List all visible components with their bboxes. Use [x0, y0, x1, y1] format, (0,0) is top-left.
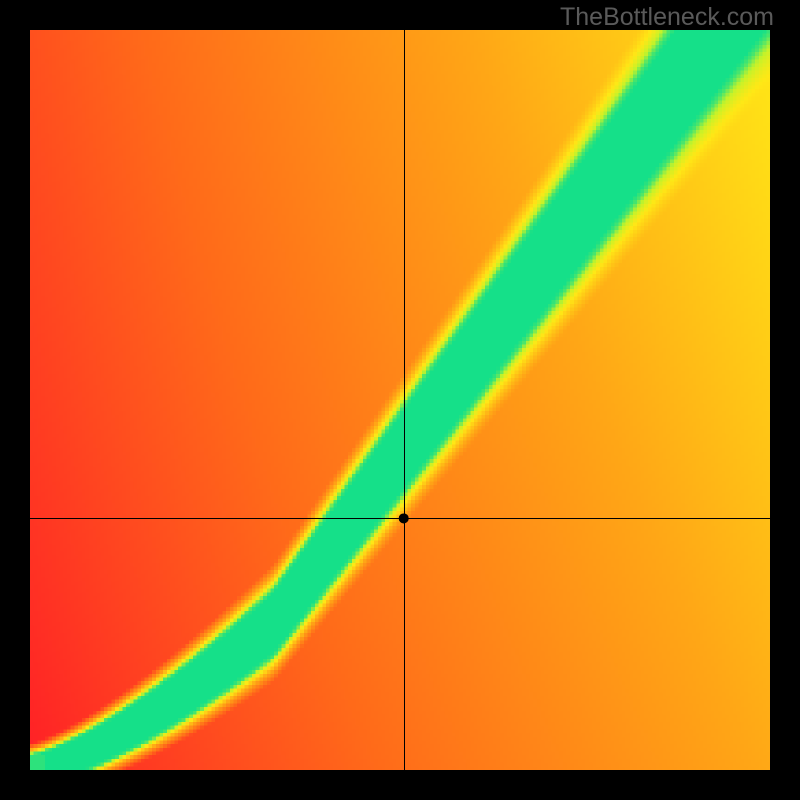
plot-area: [30, 30, 770, 770]
crosshair-overlay: [30, 30, 770, 770]
watermark-text: TheBottleneck.com: [560, 3, 774, 32]
chart-frame: TheBottleneck.com: [0, 0, 800, 800]
